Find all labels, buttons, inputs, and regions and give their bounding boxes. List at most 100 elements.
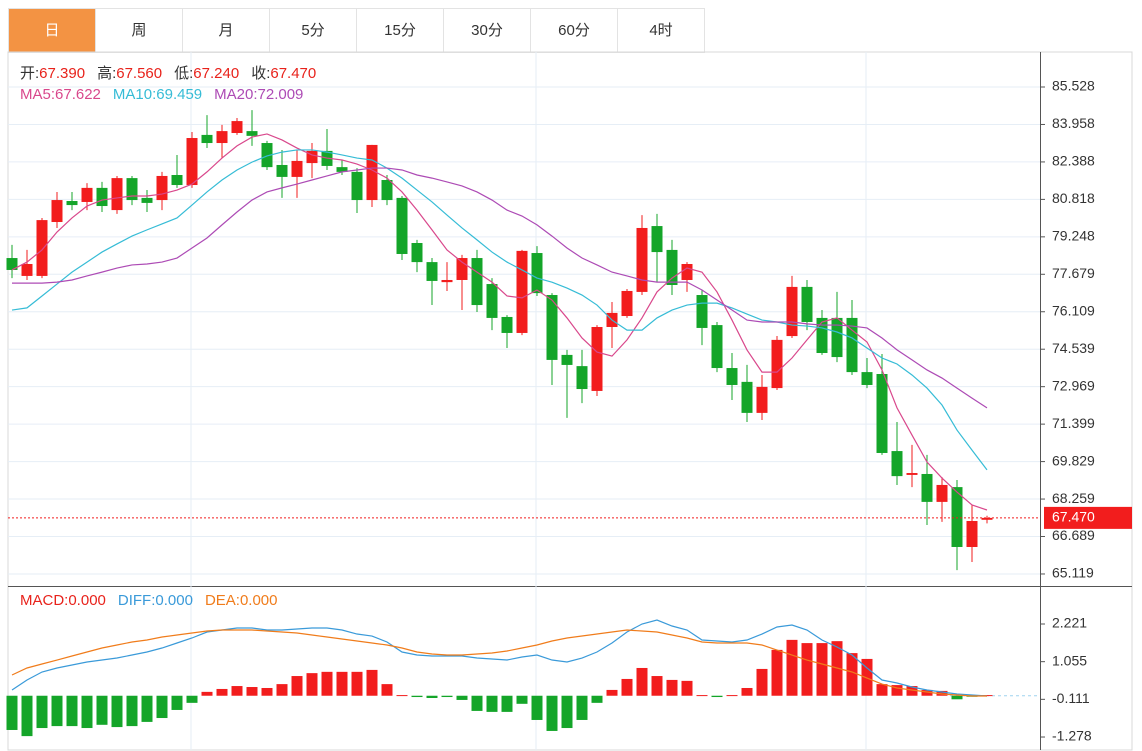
candle-body [21,264,33,276]
period-tab[interactable]: 日 [9,9,96,53]
y-tick-label: 65.119 [1052,565,1094,581]
candle-body [81,187,93,202]
macd-bar [411,695,423,698]
macd-bar [51,695,63,727]
macd-bar [291,676,303,696]
ohlc-value: 67.560 [116,65,163,82]
macd-line [11,629,987,697]
y-tick-label: 79.248 [1052,228,1095,244]
legend-item: MA10:69.459 [113,86,202,103]
ohlc-label: 开: [20,65,40,82]
legend-value: 67.622 [55,86,101,103]
macd-bar [861,658,873,696]
y-tick-label: 80.818 [1052,190,1095,206]
candle-body [636,227,648,292]
macd-bar [711,695,723,698]
candle-body [741,381,753,413]
y-tick-label: 71.399 [1052,415,1095,431]
ohlc-label: 收: [251,65,271,82]
legend-value: 69.459 [156,86,203,103]
macd-bar [606,689,618,696]
y-tick-label: 76.109 [1052,302,1095,318]
candle-body [876,373,888,453]
macd-bar [771,649,783,696]
candle-body [291,160,303,177]
legend-item: DEA:0.000 [205,592,278,609]
macd-legend: MACD:0.000 DIFF:0.000 DEA:0.000 [20,592,286,609]
candle-body [426,262,438,281]
candle-body [216,131,228,144]
legend-item: MACD:0.000 [20,592,106,609]
candle-body [816,317,828,354]
macd-bar [906,686,918,696]
macd-bar [441,695,453,698]
macd-bar [156,695,168,719]
candle-body [36,220,48,276]
macd-bar [6,695,18,730]
ohlc-item: 高:67.560 [97,62,162,83]
candle-body [306,150,318,164]
legend-label: DEA: [204,592,240,609]
ohlc-item: 收:67.470 [251,62,316,83]
ma-line [12,167,988,409]
y-tick-label: 83.958 [1052,115,1095,131]
macd-bar [261,687,273,696]
macd-bar [546,695,558,731]
candle-body [231,121,243,134]
legend-value: 0.000 [155,592,193,609]
candle-body [456,258,468,280]
candle-body [981,517,993,520]
macd-bar [846,653,858,696]
candle-body [141,197,153,203]
macd-bar [786,639,798,696]
macd-bar [276,684,288,696]
ohlc-label: 低: [174,65,194,82]
frame [7,51,1133,751]
candle-body [336,167,348,172]
candle-body [261,143,273,168]
macd-bar [36,695,48,729]
macd-bar [516,695,528,704]
legend-item: DIFF:0.000 [118,592,193,609]
legend-item: MA20:72.009 [214,86,303,103]
macd-bar [21,695,33,737]
macd-bar [396,695,408,697]
candle-body [246,131,258,136]
macd-bar [741,687,753,696]
macd-bar [216,688,228,696]
candle-body [696,295,708,328]
candle-body [591,326,603,391]
candle-body [846,317,858,373]
legend-label: MA10: [112,86,157,103]
macd-bar [126,695,138,727]
ma-line [11,133,988,511]
candle-body [156,175,168,201]
candle-body [366,144,378,201]
candle-body [276,164,288,177]
macd-bar [306,673,318,696]
macd-bar [696,695,708,697]
candle-body [411,243,423,263]
macd-bar [366,669,378,696]
candle-body [651,226,663,253]
candle-body [576,366,588,390]
candle-body [936,484,948,502]
macd-bar [561,695,573,729]
candle-body [381,180,393,201]
candle-body [921,473,933,502]
macd-bar [456,695,468,700]
macd-bar [726,695,738,697]
macd-bar [321,671,333,696]
candle-body [396,197,408,254]
macd-bar [891,685,903,696]
candle-body [531,253,543,294]
candle-body [96,187,108,207]
y-tick-label: 77.679 [1052,265,1095,281]
candle-body [951,487,963,547]
ma-legend: MA5:67.622 MA10:69.459 MA20:72.009 [20,86,311,103]
candle-body [561,354,573,365]
candle-body [516,250,528,333]
macd-bar [351,671,363,696]
